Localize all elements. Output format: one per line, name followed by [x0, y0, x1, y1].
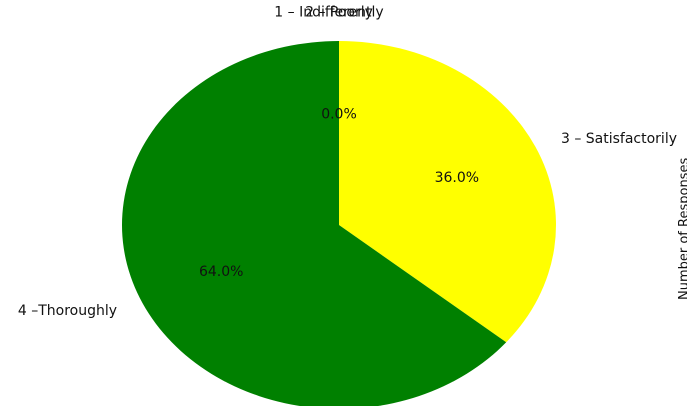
slice-percent-label: 0.0% — [321, 107, 357, 123]
slice-percent-label: 64.0% — [199, 264, 243, 280]
y-axis-label: Number of Responses — [677, 158, 687, 300]
slice-label: 3 – Satisfactorily — [561, 131, 677, 147]
slice-label: 1 – Indifferently — [274, 5, 383, 21]
pie-slice — [122, 41, 507, 406]
slice-label: 2 – Poorly — [305, 5, 373, 21]
pie-slice — [339, 41, 556, 343]
slice-percent-label: 36.0% — [435, 170, 479, 186]
pie-slices — [122, 41, 556, 406]
slice-label: 4 –Thoroughly — [18, 303, 117, 319]
